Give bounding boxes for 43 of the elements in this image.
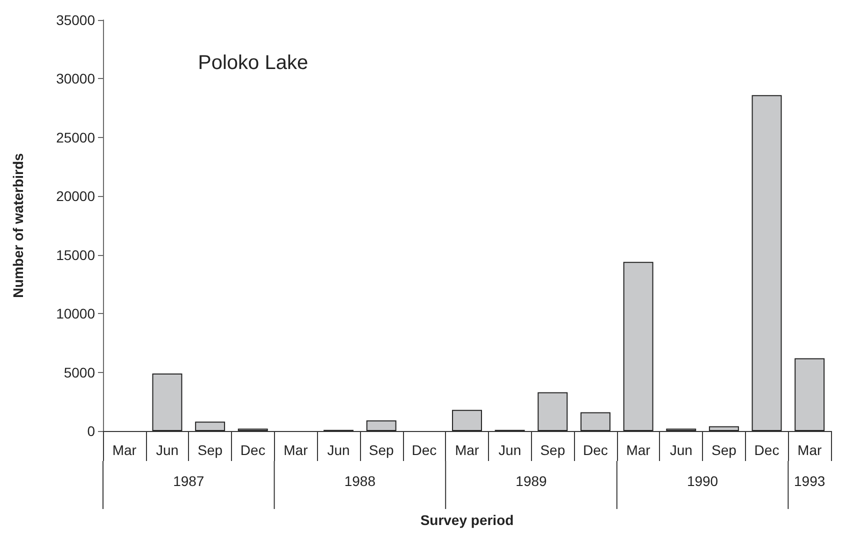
y-tick-label: 30000 — [56, 70, 96, 87]
x-tick-label: Jun — [498, 442, 522, 458]
bar — [195, 422, 226, 431]
y-tick-label: 25000 — [56, 129, 96, 146]
text: 1987 — [173, 473, 204, 489]
x-tick-label: Mar — [454, 442, 480, 458]
bar — [752, 95, 782, 431]
x-tick-label: Mar — [284, 442, 308, 458]
x-tick-label: Mar — [112, 442, 137, 458]
y-tick-label: 0 — [87, 423, 96, 439]
bar — [623, 262, 654, 431]
x-tick-label: Jun — [670, 442, 692, 458]
bar — [452, 410, 482, 431]
text: 1990 — [686, 473, 718, 489]
x-tick-label: Sep — [711, 442, 737, 458]
x-tick-label: Mar — [798, 442, 822, 458]
y-tick-label: 20000 — [56, 188, 96, 204]
x-tick-label: Dec — [583, 442, 608, 458]
x-tick-label: Dec — [754, 442, 780, 458]
bar — [366, 420, 396, 431]
text: 1988 — [344, 473, 376, 489]
text: 1993 — [794, 473, 826, 489]
bar — [538, 392, 568, 431]
y-tick-label: 5000 — [64, 364, 96, 380]
bar — [708, 426, 739, 431]
y-tick-label: 15000 — [56, 246, 96, 263]
y-tick-label: 10000 — [56, 306, 96, 322]
x-tick-label: Jun — [156, 442, 179, 458]
bar — [794, 358, 825, 431]
x-tick-label: Sep — [368, 442, 394, 458]
x-tick-label: Sep — [540, 442, 566, 458]
x-tick-label: Sep — [198, 442, 223, 458]
bar — [152, 373, 182, 431]
x-tick-label: Dec — [240, 442, 266, 458]
text: 1989 — [516, 473, 548, 489]
y-tick-label: 35000 — [56, 12, 96, 28]
y-axis-title: Number of waterbirds — [10, 152, 26, 298]
x-tick-label: Jun — [327, 442, 350, 458]
x-tick-label: Mar — [626, 442, 651, 458]
bar — [580, 412, 610, 431]
text: Poloko Lake — [198, 52, 308, 74]
x-tick-label: Dec — [412, 442, 437, 458]
x-axis-title: Survey period — [420, 512, 514, 528]
